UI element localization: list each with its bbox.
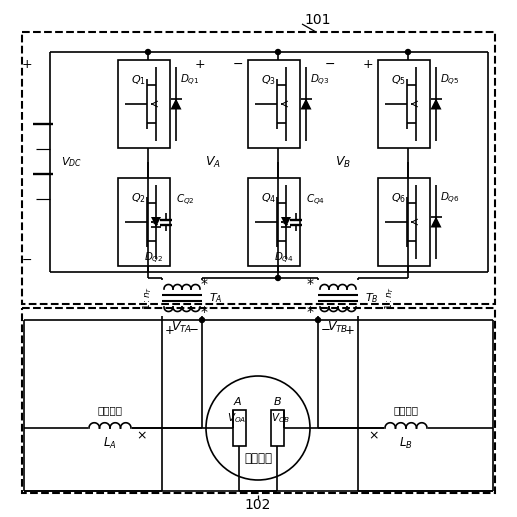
- Text: *: *: [307, 305, 314, 319]
- Text: 匹配电感: 匹配电感: [98, 405, 123, 415]
- Circle shape: [315, 317, 321, 323]
- Text: $Q_6$: $Q_6$: [391, 191, 406, 205]
- Text: 102: 102: [245, 498, 271, 512]
- Text: ×: ×: [137, 430, 147, 443]
- Text: $Q_3$: $Q_3$: [261, 73, 276, 87]
- Text: $T_A$: $T_A$: [209, 291, 223, 305]
- Polygon shape: [431, 217, 442, 227]
- Text: $D_{Q5}$: $D_{Q5}$: [440, 72, 460, 87]
- Text: +: +: [345, 324, 355, 337]
- Circle shape: [145, 50, 150, 54]
- Text: −: −: [325, 57, 335, 70]
- Text: $Q_5$: $Q_5$: [391, 73, 406, 87]
- Text: $C_{Q4}$: $C_{Q4}$: [306, 192, 325, 207]
- Text: $D_{Q6}$: $D_{Q6}$: [440, 190, 460, 206]
- Text: $C_{Q2}$: $C_{Q2}$: [176, 192, 195, 207]
- Text: $1:n_T$: $1:n_T$: [384, 286, 397, 310]
- Text: *: *: [201, 277, 207, 291]
- Text: $V_{OB}$: $V_{OB}$: [271, 411, 291, 425]
- Text: $T_B$: $T_B$: [365, 291, 379, 305]
- Bar: [248, 178, 300, 266]
- Bar: [248, 60, 300, 148]
- Polygon shape: [151, 217, 161, 227]
- Bar: [271, 410, 284, 446]
- Text: $V_{TB}$: $V_{TB}$: [327, 320, 348, 334]
- Text: +: +: [363, 57, 373, 70]
- Text: $Q_4$: $Q_4$: [261, 191, 276, 205]
- Text: $D_{Q4}$: $D_{Q4}$: [274, 250, 294, 266]
- Text: A: A: [233, 397, 241, 407]
- Text: *: *: [201, 305, 207, 319]
- Text: $Q_2$: $Q_2$: [131, 191, 146, 205]
- Bar: [378, 178, 430, 266]
- Bar: [22, 308, 495, 493]
- Text: $V_{DC}$: $V_{DC}$: [61, 155, 82, 169]
- Text: −: −: [22, 253, 32, 266]
- Bar: [378, 60, 430, 148]
- Text: $D_{Q2}$: $D_{Q2}$: [144, 250, 164, 266]
- Bar: [233, 410, 246, 446]
- Text: 101: 101: [305, 13, 331, 27]
- Text: $Q_1$: $Q_1$: [131, 73, 146, 87]
- Polygon shape: [281, 217, 291, 227]
- Polygon shape: [300, 99, 312, 110]
- Text: $V_A$: $V_A$: [205, 155, 221, 170]
- Text: 匹配电感: 匹配电感: [393, 405, 418, 415]
- Bar: [118, 60, 170, 148]
- Text: $D_{Q3}$: $D_{Q3}$: [310, 72, 330, 87]
- Bar: [22, 32, 495, 304]
- Polygon shape: [431, 99, 442, 110]
- Text: $V_B$: $V_B$: [335, 155, 351, 170]
- Text: +: +: [195, 57, 205, 70]
- Text: $V_{OA}$: $V_{OA}$: [227, 411, 247, 425]
- Bar: [118, 178, 170, 266]
- Text: B: B: [274, 397, 282, 407]
- Text: $1:n_T$: $1:n_T$: [142, 286, 154, 310]
- Circle shape: [276, 50, 281, 54]
- Circle shape: [276, 276, 281, 281]
- Text: −: −: [321, 324, 331, 337]
- Circle shape: [200, 317, 205, 323]
- Text: −: −: [233, 57, 244, 70]
- Text: $L_B$: $L_B$: [399, 435, 413, 450]
- Text: ×: ×: [369, 430, 379, 443]
- Text: −: −: [189, 324, 199, 337]
- Text: 压电设备: 压电设备: [244, 451, 272, 464]
- Polygon shape: [171, 99, 181, 110]
- Text: $L_A$: $L_A$: [103, 435, 117, 450]
- Circle shape: [405, 50, 410, 54]
- Text: *: *: [307, 277, 314, 291]
- Text: +: +: [22, 57, 32, 70]
- Text: +: +: [165, 324, 175, 337]
- Text: $D_{Q1}$: $D_{Q1}$: [180, 72, 200, 87]
- Text: $V_{TA}$: $V_{TA}$: [171, 320, 193, 334]
